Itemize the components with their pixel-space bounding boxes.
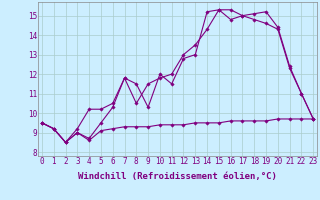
X-axis label: Windchill (Refroidissement éolien,°C): Windchill (Refroidissement éolien,°C) — [78, 172, 277, 181]
